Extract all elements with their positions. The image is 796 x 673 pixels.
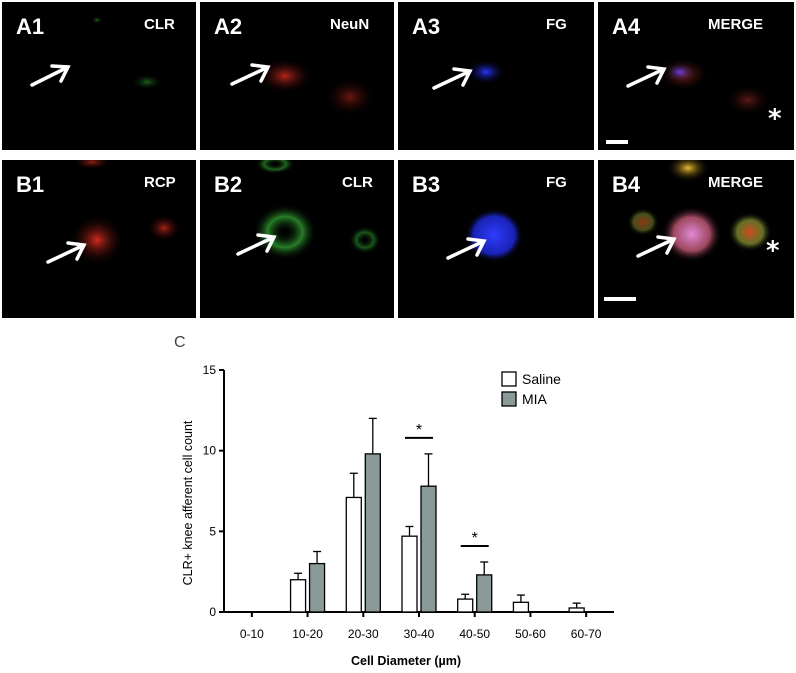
- x-axis-label: Cell Diameter (µm): [351, 654, 461, 668]
- legend-label-saline: Saline: [522, 371, 561, 387]
- y-axis-label: CLR+ knee afferent cell count: [181, 420, 195, 585]
- bar-saline: [568, 607, 585, 613]
- panel-b3-image: [446, 208, 524, 263]
- panel-id: B4: [612, 172, 641, 197]
- panel-b4-image: [627, 160, 772, 263]
- legend-label-mia: MIA: [522, 391, 548, 407]
- bar-saline: [401, 535, 418, 613]
- panel-id: A2: [214, 14, 243, 39]
- arrow-icon: [236, 233, 277, 256]
- legend: Saline MIA: [501, 371, 561, 407]
- panel-a4: A4 MERGE *: [598, 2, 794, 150]
- y-tick-label: 15: [203, 363, 217, 377]
- panel-b2: B2 CLR: [200, 160, 394, 318]
- arrow-icon: [432, 67, 473, 90]
- panel-a4-image: [626, 57, 772, 116]
- asterisk-marker: *: [768, 104, 782, 134]
- panel-stain-label: FG: [546, 16, 567, 33]
- x-tick-label: 60-70: [571, 627, 602, 641]
- panel-a2: A2 NeuN: [200, 2, 394, 150]
- panel-a2-image: [230, 58, 376, 117]
- bar-saline: [345, 496, 362, 613]
- panel-id: A3: [412, 14, 441, 39]
- significance-asterisk: *: [416, 422, 422, 439]
- bar-saline: [289, 579, 307, 613]
- arrow-icon: [30, 64, 71, 87]
- panel-id: A4: [612, 14, 641, 39]
- x-tick-label: 30-40: [404, 627, 435, 641]
- panel-id: B3: [412, 172, 441, 197]
- panel-stain-label: MERGE: [708, 174, 764, 191]
- plot-area: 0 5 10 15 0-10 10-20 20-30 30-40 40-50 50-60 60-70…: [203, 363, 614, 641]
- significance-asterisk: *: [472, 530, 478, 547]
- bar-chart: C 0 5 10 15 0-10 10-20 20-30 30-40 40-50 50-60 60-…: [174, 334, 614, 668]
- scale-bar: [604, 297, 636, 301]
- bar-mia: [364, 453, 381, 613]
- arrow-icon: [636, 235, 677, 258]
- panel-a3-image: [432, 59, 506, 90]
- legend-swatch-mia: [501, 391, 517, 407]
- x-tick-label: 0-10: [240, 627, 264, 641]
- bar-mia: [308, 562, 326, 613]
- bar-saline: [457, 598, 474, 613]
- x-tick-label: 40-50: [459, 627, 490, 641]
- panel-b4: B4 MERGE *: [598, 160, 794, 318]
- panel-b2-image: [236, 160, 381, 260]
- arrow-icon: [46, 241, 87, 264]
- panel-a1: A1 CLR: [2, 2, 196, 150]
- panel-b3: B3 FG: [398, 160, 594, 318]
- panel-stain-label: CLR: [342, 174, 373, 191]
- panel-id: A1: [16, 14, 45, 39]
- panel-a3: A3 FG: [398, 2, 594, 150]
- y-tick-label: 5: [209, 524, 216, 538]
- panel-id: B1: [16, 172, 45, 197]
- panel-stain-label: MERGE: [708, 16, 764, 33]
- bar-saline: [512, 601, 530, 613]
- panel-b1: B1 RCP: [2, 160, 196, 318]
- bar-mia: [420, 485, 437, 613]
- arrow-icon: [626, 65, 667, 88]
- panel-id: B2: [214, 172, 243, 197]
- chart-panel-label: C: [174, 334, 186, 351]
- panel-b1-image: [46, 160, 182, 266]
- panel-stain-label: FG: [546, 174, 567, 191]
- x-tick-label: 10-20: [292, 627, 323, 641]
- bar-mia: [476, 574, 493, 613]
- y-tick-label: 10: [203, 444, 217, 458]
- y-tick-label: 0: [209, 605, 216, 619]
- x-tick-label: 50-60: [515, 627, 546, 641]
- legend-swatch-saline: [501, 371, 517, 387]
- scale-bar: [606, 140, 628, 144]
- panel-stain-label: CLR: [144, 16, 175, 33]
- panel-a1-image: [30, 16, 163, 90]
- asterisk-marker: *: [766, 236, 780, 266]
- panel-stain-label: RCP: [144, 174, 176, 191]
- panel-stain-label: NeuN: [330, 16, 370, 33]
- arrow-icon: [446, 237, 487, 260]
- x-tick-label: 20-30: [348, 627, 379, 641]
- arrow-icon: [230, 63, 271, 86]
